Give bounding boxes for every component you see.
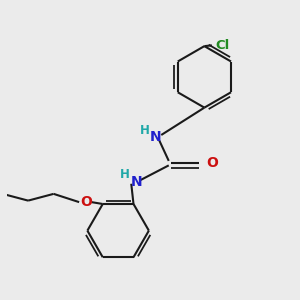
Text: N: N <box>150 130 161 144</box>
Text: N: N <box>131 175 143 189</box>
Text: O: O <box>206 156 218 170</box>
Text: O: O <box>80 195 92 209</box>
Text: H: H <box>140 124 149 136</box>
Text: H: H <box>120 168 129 181</box>
Text: Cl: Cl <box>216 39 230 52</box>
